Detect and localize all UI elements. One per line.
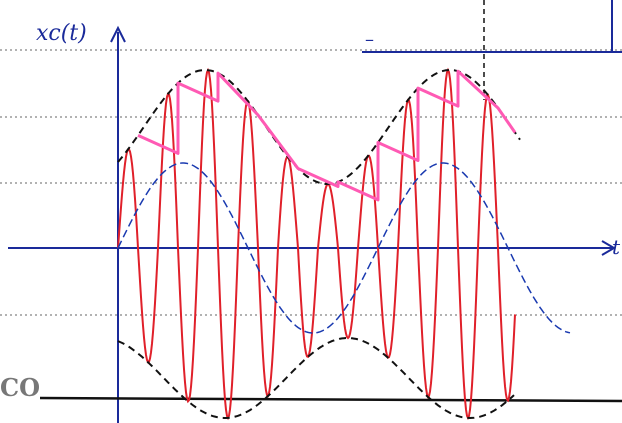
message bbox=[117, 162, 571, 334]
carrier bbox=[117, 67, 516, 421]
y-axis-label: xc(t) bbox=[36, 21, 87, 46]
minus-sign: – bbox=[365, 29, 374, 50]
curves bbox=[117, 67, 571, 421]
upper-envelope bbox=[117, 68, 521, 185]
baseline bbox=[39, 396, 622, 403]
corner-text: CO bbox=[0, 373, 40, 402]
x-axis-label: t bbox=[612, 235, 621, 259]
guide-lines bbox=[0, 49, 622, 316]
lower-envelope bbox=[117, 337, 515, 420]
x-arrow bbox=[601, 240, 616, 256]
y-arrow bbox=[110, 25, 126, 43]
detector-output bbox=[137, 69, 517, 202]
